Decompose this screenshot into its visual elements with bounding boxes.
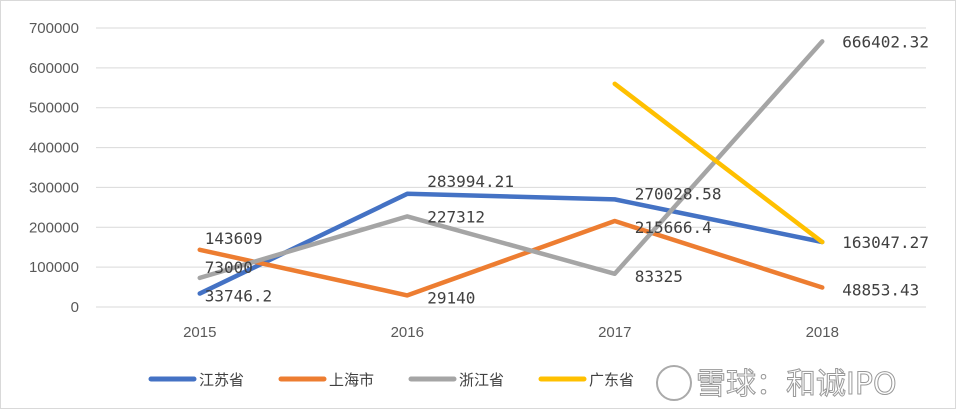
y-tick-label: 700000	[29, 20, 79, 37]
data-label: 666402.32	[842, 32, 929, 51]
data-label: 73000	[205, 258, 253, 277]
x-tick-label: 2018	[806, 324, 839, 341]
data-label: 215666.4	[635, 218, 712, 237]
y-tick-label: 200000	[29, 219, 79, 236]
y-tick-label: 600000	[29, 60, 79, 77]
data-label: 270028.58	[635, 184, 722, 203]
data-label: 163047.27	[842, 233, 929, 252]
data-label: 48853.43	[842, 281, 919, 300]
legend-label: 江苏省	[199, 371, 244, 389]
data-label: 33746.2	[205, 287, 272, 306]
legend-label: 浙江省	[459, 371, 504, 389]
watermark: 雪球：和诚IPO	[696, 367, 897, 402]
data-label: 283994.21	[427, 172, 514, 191]
data-label: 83325	[635, 267, 683, 286]
data-label: 227312	[427, 207, 485, 226]
y-tick-label: 500000	[29, 100, 79, 117]
legend-label: 广东省	[589, 371, 634, 389]
data-label: 29140	[427, 288, 475, 307]
y-tick-label: 300000	[29, 179, 79, 196]
y-tick-label: 100000	[29, 259, 79, 276]
watermark-logo-icon	[656, 365, 692, 401]
data-label: 143609	[205, 229, 263, 248]
series-line	[197, 39, 825, 281]
x-tick-label: 2017	[598, 324, 631, 341]
series-line	[197, 191, 825, 296]
y-tick-label: 400000	[29, 140, 79, 157]
x-tick-label: 2015	[183, 324, 216, 341]
series-line	[612, 81, 825, 245]
y-tick-label: 0	[71, 299, 79, 316]
legend-label: 上海市	[329, 371, 374, 389]
x-tick-label: 2016	[391, 324, 424, 341]
series-line	[197, 218, 825, 298]
